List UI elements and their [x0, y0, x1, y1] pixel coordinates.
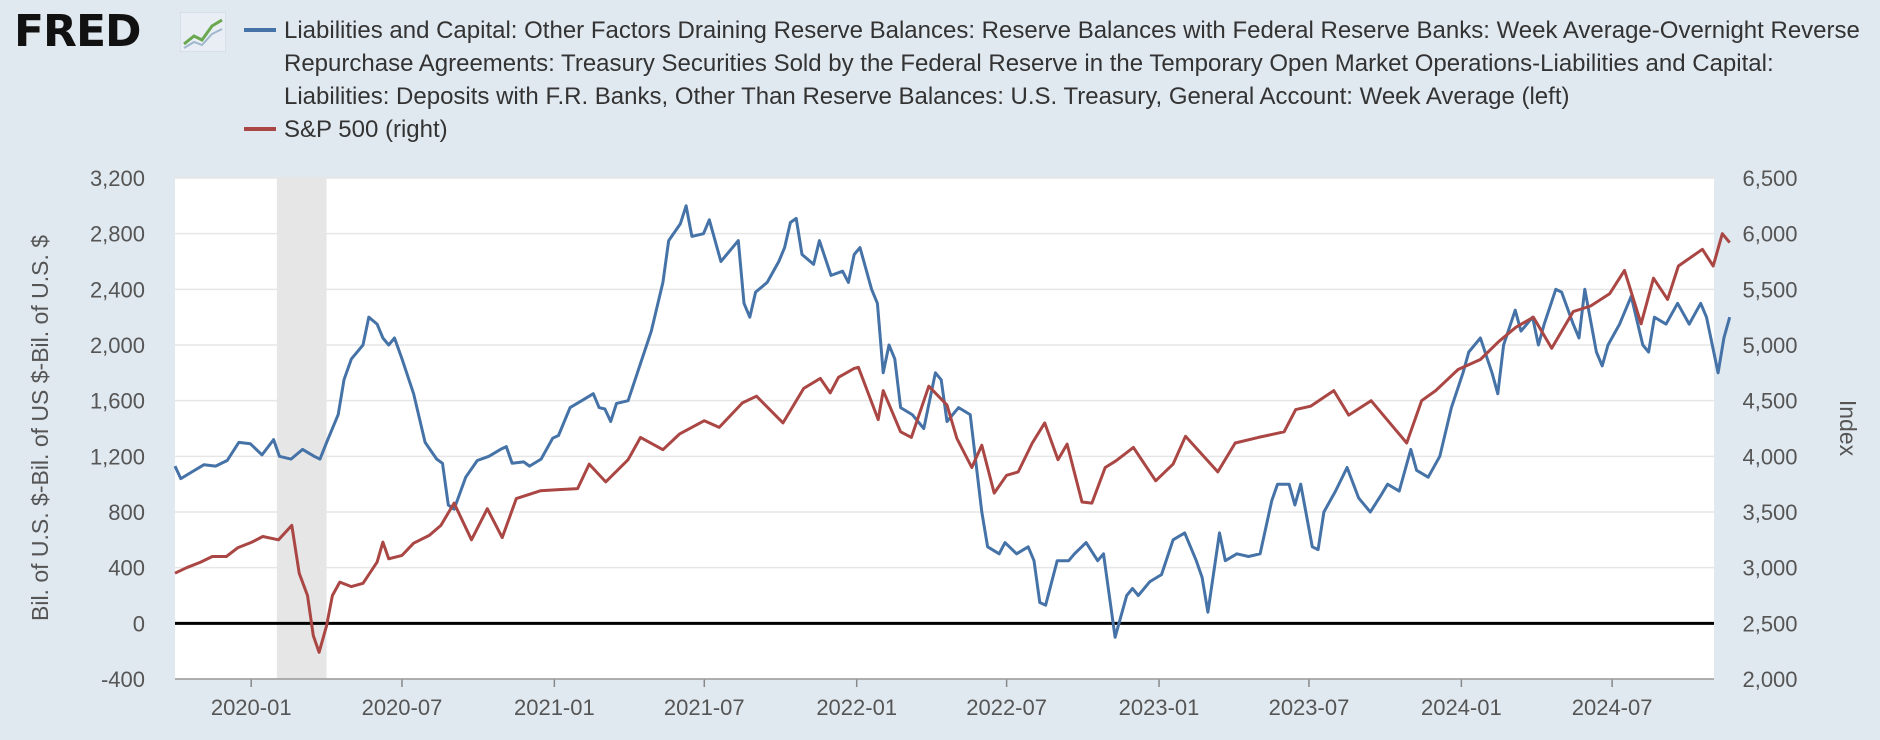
- y-tick-left-label: 2,000: [90, 333, 145, 358]
- x-tick-label: 2021-01: [514, 695, 595, 720]
- y-tick-left-label: 1,200: [90, 444, 145, 469]
- legend-swatch-red: [244, 127, 276, 131]
- fred-logo[interactable]: FRED: [14, 6, 226, 57]
- fred-logo-chart-icon: [180, 12, 226, 52]
- legend-swatch-blue: [244, 28, 276, 32]
- y-tick-right-label: 5,500: [1742, 277, 1797, 302]
- legend-item-sp500[interactable]: S&P 500 (right): [244, 113, 1864, 146]
- y-tick-left-label: -400: [101, 667, 145, 692]
- recession-shading: [276, 178, 327, 679]
- y-axis-right: 6,500 6,000 5,500 5,000 4,500 4,000 3,500 3,000…: [1742, 166, 1797, 692]
- chart-header: FRED Liabilities and Capital: Other Fact…: [0, 0, 1880, 150]
- series-line-reserve-balances[interactable]: [173, 204, 1732, 639]
- y-tick-left-label: 2,400: [90, 277, 145, 302]
- y-tick-left-label: 2,800: [90, 222, 145, 247]
- x-tick-label: 2024-01: [1421, 695, 1502, 720]
- plot-background: [175, 178, 1714, 679]
- y-tick-left-label: 400: [108, 556, 145, 581]
- legend-label-reserve-balances: Liabilities and Capital: Other Factors D…: [284, 17, 1860, 110]
- y-tick-right-label: 5,000: [1742, 333, 1797, 358]
- y-tick-left-label: 1,600: [90, 389, 145, 414]
- x-tick-label: 2020-07: [362, 695, 443, 720]
- fred-logo-text: FRED: [14, 6, 142, 57]
- y-tick-left-label: 0: [133, 611, 145, 636]
- legend: Liabilities and Capital: Other Factors D…: [244, 14, 1864, 146]
- y-axis-left: 3,200 2,800 2,400 2,000 1,600 1,200 800 400 0 -40…: [90, 166, 145, 692]
- series-line-sp500[interactable]: [174, 232, 1731, 654]
- y-tick-right-label: 3,000: [1742, 556, 1797, 581]
- y-tick-left-label: 3,200: [90, 166, 145, 191]
- y-tick-right-label: 2,500: [1742, 611, 1797, 636]
- x-tick-label: 2022-07: [966, 695, 1047, 720]
- x-tick-label: 2021-07: [664, 695, 745, 720]
- legend-label-sp500: S&P 500 (right): [284, 116, 448, 143]
- y-axis-label-left: Bil. of U.S. $-Bil. of US $-Bil. of U.S.…: [27, 235, 53, 621]
- x-tick-label: 2023-07: [1269, 695, 1350, 720]
- x-axis: 2020-01 2020-07 2021-01 2021-07 2022-01 2022-…: [175, 678, 1714, 720]
- y-tick-right-label: 4,500: [1742, 389, 1797, 414]
- x-tick-label: 2020-01: [211, 695, 292, 720]
- y-tick-right-label: 2,000: [1742, 667, 1797, 692]
- y-tick-right-label: 4,000: [1742, 444, 1797, 469]
- y-axis-label-right: Index: [1835, 400, 1861, 457]
- y-tick-right-label: 3,500: [1742, 500, 1797, 525]
- legend-item-reserve-balances[interactable]: Liabilities and Capital: Other Factors D…: [244, 14, 1864, 113]
- y-tick-left-label: 800: [108, 500, 145, 525]
- x-tick-label: 2024-07: [1572, 695, 1653, 720]
- y-tick-right-label: 6,500: [1742, 166, 1797, 191]
- x-tick-label: 2023-01: [1119, 695, 1200, 720]
- x-tick-label: 2022-01: [816, 695, 897, 720]
- y-tick-right-label: 6,000: [1742, 222, 1797, 247]
